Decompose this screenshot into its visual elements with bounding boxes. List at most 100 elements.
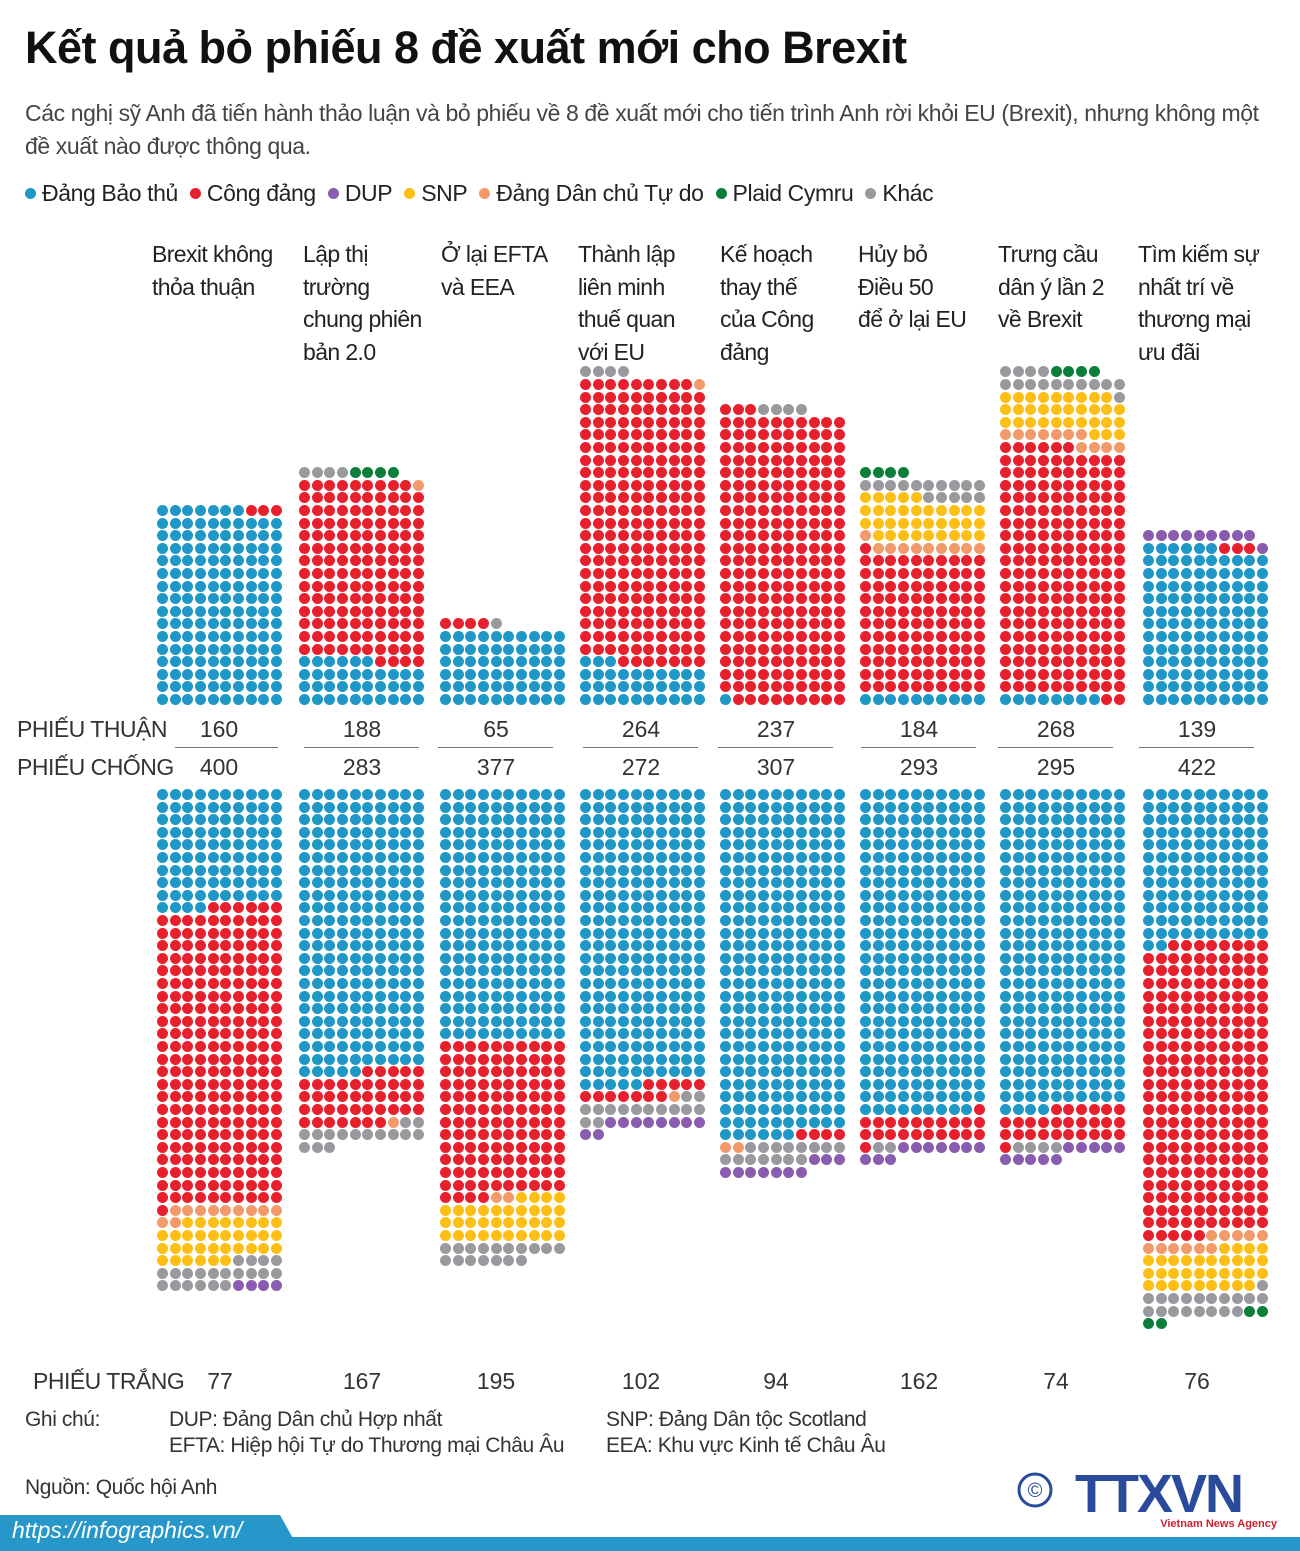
- against-vote-dot-con: [973, 1003, 985, 1015]
- for-vote-dot-lab: [387, 618, 399, 630]
- against-vote-dot-con: [311, 826, 323, 838]
- for-vote-dot-lab: [783, 681, 795, 693]
- against-vote-dot-lab: [860, 1116, 871, 1128]
- against-vote-dot-con: [580, 814, 591, 826]
- against-vote-dot-lab: [232, 978, 244, 989]
- against-vote-dot-con: [490, 864, 502, 876]
- site-link[interactable]: https://infographics.vn/: [12, 1517, 243, 1543]
- against-vote-dot-con: [362, 990, 374, 1002]
- for-vote-dot-lab: [973, 668, 985, 680]
- for-vote-dot-lab: [795, 631, 807, 642]
- for-vote-dot-lab: [1063, 593, 1075, 605]
- against-vote-dot-lab: [1218, 978, 1230, 989]
- against-vote-dot-con: [910, 826, 922, 838]
- against-vote-dot-con: [299, 902, 310, 914]
- against-vote-dot-con: [299, 1003, 310, 1015]
- for-vote-dot-lab: [1050, 605, 1062, 617]
- for-vote-dot-lab: [1025, 454, 1037, 466]
- against-vote-dot-lab: [1180, 952, 1192, 964]
- against-vote-dot-lab: [617, 1091, 629, 1103]
- against-vote-dot-con: [885, 877, 897, 889]
- for-vote-dot-lab: [336, 530, 348, 542]
- for-vote-dot-lab: [592, 568, 604, 579]
- against-vote-dot-con: [681, 965, 693, 977]
- for-vote-dot-lab: [872, 656, 884, 668]
- for-vote-dot-lab: [1113, 580, 1125, 592]
- against-vote-dot-con: [400, 902, 412, 914]
- for-vote-dot-con: [592, 656, 604, 668]
- against-vote-dot-con: [528, 927, 540, 939]
- for-vote-dot-lab: [617, 505, 629, 516]
- for-vote-dot-con: [948, 694, 960, 705]
- for-vote-dot-con: [592, 681, 604, 693]
- against-vote-dot-con: [973, 915, 985, 926]
- against-vote-dot-lab: [1244, 1129, 1256, 1141]
- for-vote-dot-lab: [681, 479, 693, 491]
- against-vote-dot-oth: [795, 1141, 807, 1153]
- for-vote-dot-lab: [745, 454, 757, 466]
- for-vote-dot-lab: [732, 605, 744, 617]
- for-vote-dot-lab: [720, 631, 731, 642]
- against-vote-dot-snp: [258, 1230, 270, 1241]
- against-vote-dot-con: [1155, 801, 1167, 813]
- against-vote-dot-con: [528, 789, 540, 800]
- for-vote-dot-lab: [897, 643, 909, 655]
- for-vote-dot-lab: [923, 656, 935, 668]
- against-vote-dot-lab: [232, 1104, 244, 1115]
- against-vote-dot-ld: [270, 1204, 282, 1216]
- against-vote-dot-lab: [553, 1154, 565, 1166]
- against-vote-dot-con: [1180, 864, 1192, 876]
- for-vote-dot-lab: [1000, 517, 1011, 529]
- against-vote-dot-lab: [1000, 1116, 1011, 1128]
- for-vote-dot-lab: [580, 568, 591, 579]
- for-vote-dot-lab: [617, 479, 629, 491]
- against-vote-dot-con: [1050, 889, 1062, 901]
- for-vote-dot-lab: [693, 416, 705, 428]
- against-vote-dot-dup: [693, 1116, 705, 1128]
- against-vote-dot-con: [643, 814, 655, 826]
- for-vote-dot-lab: [910, 555, 922, 567]
- for-vote-dot-lab: [1075, 555, 1087, 567]
- for-vote-dot-lab: [1088, 580, 1100, 592]
- against-vote-dot-lab: [207, 1053, 219, 1065]
- for-vote-dot-snp: [1000, 416, 1011, 428]
- against-vote-dot-con: [592, 1078, 604, 1090]
- against-vote-dot-con: [465, 852, 477, 863]
- for-vote-dot-con: [1256, 568, 1268, 579]
- against-vote-dot-con: [1218, 839, 1230, 851]
- against-vote-dot-con: [745, 915, 757, 926]
- against-vote-dot-con: [1113, 877, 1125, 889]
- for-vote-dot-lab: [655, 530, 667, 542]
- against-vote-dot-lab: [270, 965, 282, 977]
- against-vote-dot-con: [643, 839, 655, 851]
- against-vote-dot-con: [770, 1116, 782, 1128]
- against-vote-dot-con: [1012, 877, 1024, 889]
- for-vote-dot-con: [681, 694, 693, 705]
- against-vote-dot-lab: [1244, 1078, 1256, 1090]
- against-vote-dot-con: [412, 789, 424, 800]
- against-vote-dot-con: [821, 1015, 833, 1027]
- against-vote-dot-con: [617, 889, 629, 901]
- against-vote-dot-oth: [503, 1255, 515, 1267]
- for-vote-dot-lab: [1063, 618, 1075, 630]
- for-vote-dot-con: [1244, 580, 1256, 592]
- motion-label-line: Kế hoạch: [720, 241, 813, 267]
- for-vote-dot-con: [157, 631, 168, 642]
- against-vote-dot-con: [783, 826, 795, 838]
- against-vote-dot-con: [1025, 952, 1037, 964]
- for-vote-dot-lab: [1050, 542, 1062, 554]
- against-vote-dot-oth: [270, 1267, 282, 1279]
- against-vote-dot-snp: [1155, 1255, 1167, 1267]
- against-vote-dot-lab: [194, 1154, 206, 1166]
- against-vote-dot-con: [336, 1041, 348, 1052]
- against-vote-dot-con: [169, 877, 181, 889]
- against-vote-dot-snp: [1244, 1255, 1256, 1267]
- against-vote-dot-lab: [1143, 1192, 1154, 1204]
- for-vote-dot-lab: [605, 555, 617, 567]
- for-vote-dot-lab: [336, 605, 348, 617]
- for-total: 65: [483, 716, 509, 742]
- for-vote-dot-lab: [732, 656, 744, 668]
- against-vote-dot-con: [860, 1041, 871, 1052]
- against-vote-dot-con: [1206, 915, 1218, 926]
- against-vote-dot-lab: [1168, 952, 1180, 964]
